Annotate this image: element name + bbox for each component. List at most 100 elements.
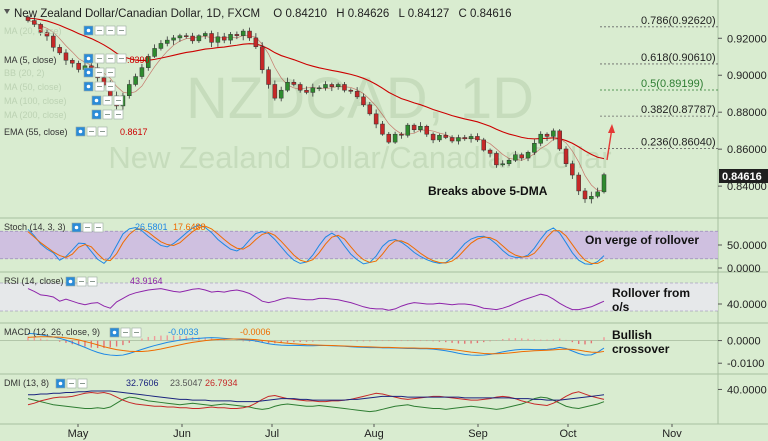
annotation-rsi-line-2: o/s [612,300,630,314]
watermark-symbol: NZDCAD, 1D [186,66,534,131]
row-3-legend-eye-icon[interactable] [83,67,94,78]
faded-row-2: BB (20, 2) [4,68,45,78]
dmi-legend-close-icon[interactable] [77,378,88,389]
fib-label-2: 0.5(0.89199) [641,78,703,90]
time-tick-oct: Oct [559,428,576,440]
row-5-legend-gear-icon[interactable] [102,95,113,106]
row-6-legend-gear-icon[interactable] [102,109,113,120]
panel-1-title: Stoch (14, 3, 3) [4,222,66,232]
candle-55 [373,109,379,129]
candle-91 [601,172,607,194]
last-price-badge: 0.84616 [719,169,768,183]
candle-72 [481,137,486,152]
ema55-legend-gear-icon[interactable] [86,126,97,137]
candle-30 [215,32,221,47]
low-label: L [399,8,406,20]
row-6-legend-close-icon[interactable] [113,109,124,120]
ma5-legend-more-icon[interactable] [116,53,127,64]
series-4-1 [27,391,605,410]
row-3-legend-gear-icon[interactable] [94,67,105,78]
row-4-legend-gear-icon[interactable] [94,81,105,92]
chart-header: New Zealand Dollar/Canadian Dollar, 1D, … [4,8,512,389]
candle-43 [297,82,303,93]
fib-label-1: 0.618(0.90610) [641,52,716,64]
main-legend-more-icon[interactable] [116,25,127,36]
candle-84 [557,129,562,151]
collapse-arrow-icon[interactable] [4,9,10,14]
candle-32 [228,31,233,45]
panel-1-value-1: 17.6488 [173,222,206,232]
candle-37 [259,42,265,74]
candle-70 [468,133,474,143]
ma5-legend-eye-icon[interactable] [83,53,94,64]
stoch-legend-gear-icon[interactable] [82,222,93,233]
stoch-legend-eye-icon[interactable] [71,222,82,233]
macd-legend-close-icon[interactable] [131,327,142,338]
low-value: 0.84127 [408,8,450,20]
close-label: C [458,8,466,20]
dmi-legend-eye-icon[interactable] [55,378,66,389]
ema55-legend-eye-icon[interactable] [75,126,86,137]
faded-row-4: MA (100, close) [4,96,67,106]
time-axis: May Jun Jul Aug Sep Oct Nov [68,424,682,440]
main-legend-close-icon[interactable] [105,25,116,36]
annotation-stoch: On verge of rollover [585,233,699,247]
row-5-legend-close-icon[interactable] [113,95,124,106]
ma5-legend-close-icon[interactable] [105,53,116,64]
main-legend-gear-icon[interactable] [94,25,105,36]
last-price-label: 0.84616 [722,171,762,183]
stoch-legend-close-icon[interactable] [93,222,104,233]
time-tick-jun: Jun [173,428,191,440]
panel-1: 50.0000 0.0000 Stoch (14, 3, 3) 26.5801 17.6… [0,222,767,275]
panel-4-value-0: 32.7606 [126,378,159,388]
candle-42 [291,79,297,87]
series-4-2 [28,390,605,403]
ma5-legend-gear-icon[interactable] [94,53,105,64]
dmi-legend-gear-icon[interactable] [66,378,77,389]
row-4-legend-eye-icon[interactable] [83,81,94,92]
price-tick-0: 0.92000 [727,33,767,45]
price-tick-3: 0.86000 [727,144,767,156]
ema55-legend-close-icon[interactable] [97,126,108,137]
instrument-title: New Zealand Dollar/Canadian Dollar, 1D, … [14,8,260,20]
rsi-legend-gear-icon[interactable] [76,276,87,287]
fibonacci-levels: 0.786(0.92620) 0.618(0.90610) 0.5(0.89199)… [600,15,718,149]
row-5-legend-eye-icon[interactable] [91,95,102,106]
candle-28 [202,31,208,40]
candle-40 [278,86,284,102]
legend-buttons[interactable] [55,25,142,389]
candle-78 [519,152,524,161]
candle-36 [253,33,259,49]
candle-5 [57,44,62,55]
candle-25 [183,33,189,39]
macd-legend-eye-icon[interactable] [109,327,120,338]
rsi-legend-close-icon[interactable] [87,276,98,287]
candle-49 [335,82,341,90]
ma-5-path [27,20,605,191]
candle-67 [449,135,455,144]
fib-label-4: 0.236(0.86040) [641,136,716,148]
candle-56 [380,120,385,136]
annotations: Breaks above 5-DMA On verge of rollover … [428,124,699,356]
candle-23 [171,35,176,45]
series-2-0 [27,288,605,311]
row-4-legend-close-icon[interactable] [105,81,116,92]
faded-row-1: MA (20, close) [4,26,62,36]
row-6-legend-eye-icon[interactable] [91,109,102,120]
candle-45 [310,83,316,97]
rsi-legend-eye-icon[interactable] [65,276,76,287]
price-tick-4: 0.84000 [727,181,767,193]
series-3-0 [27,332,605,357]
candle-2 [38,22,43,36]
ema55-legend-value: 0.8617 [120,127,148,137]
main-legend-eye-icon[interactable] [83,25,94,36]
candle-54 [367,101,373,116]
candle-77 [513,150,518,163]
row-3-legend-close-icon[interactable] [105,67,116,78]
macd-legend-gear-icon[interactable] [120,327,131,338]
candle-88 [582,187,588,203]
candle-8 [76,60,81,73]
candle-4 [51,33,56,52]
